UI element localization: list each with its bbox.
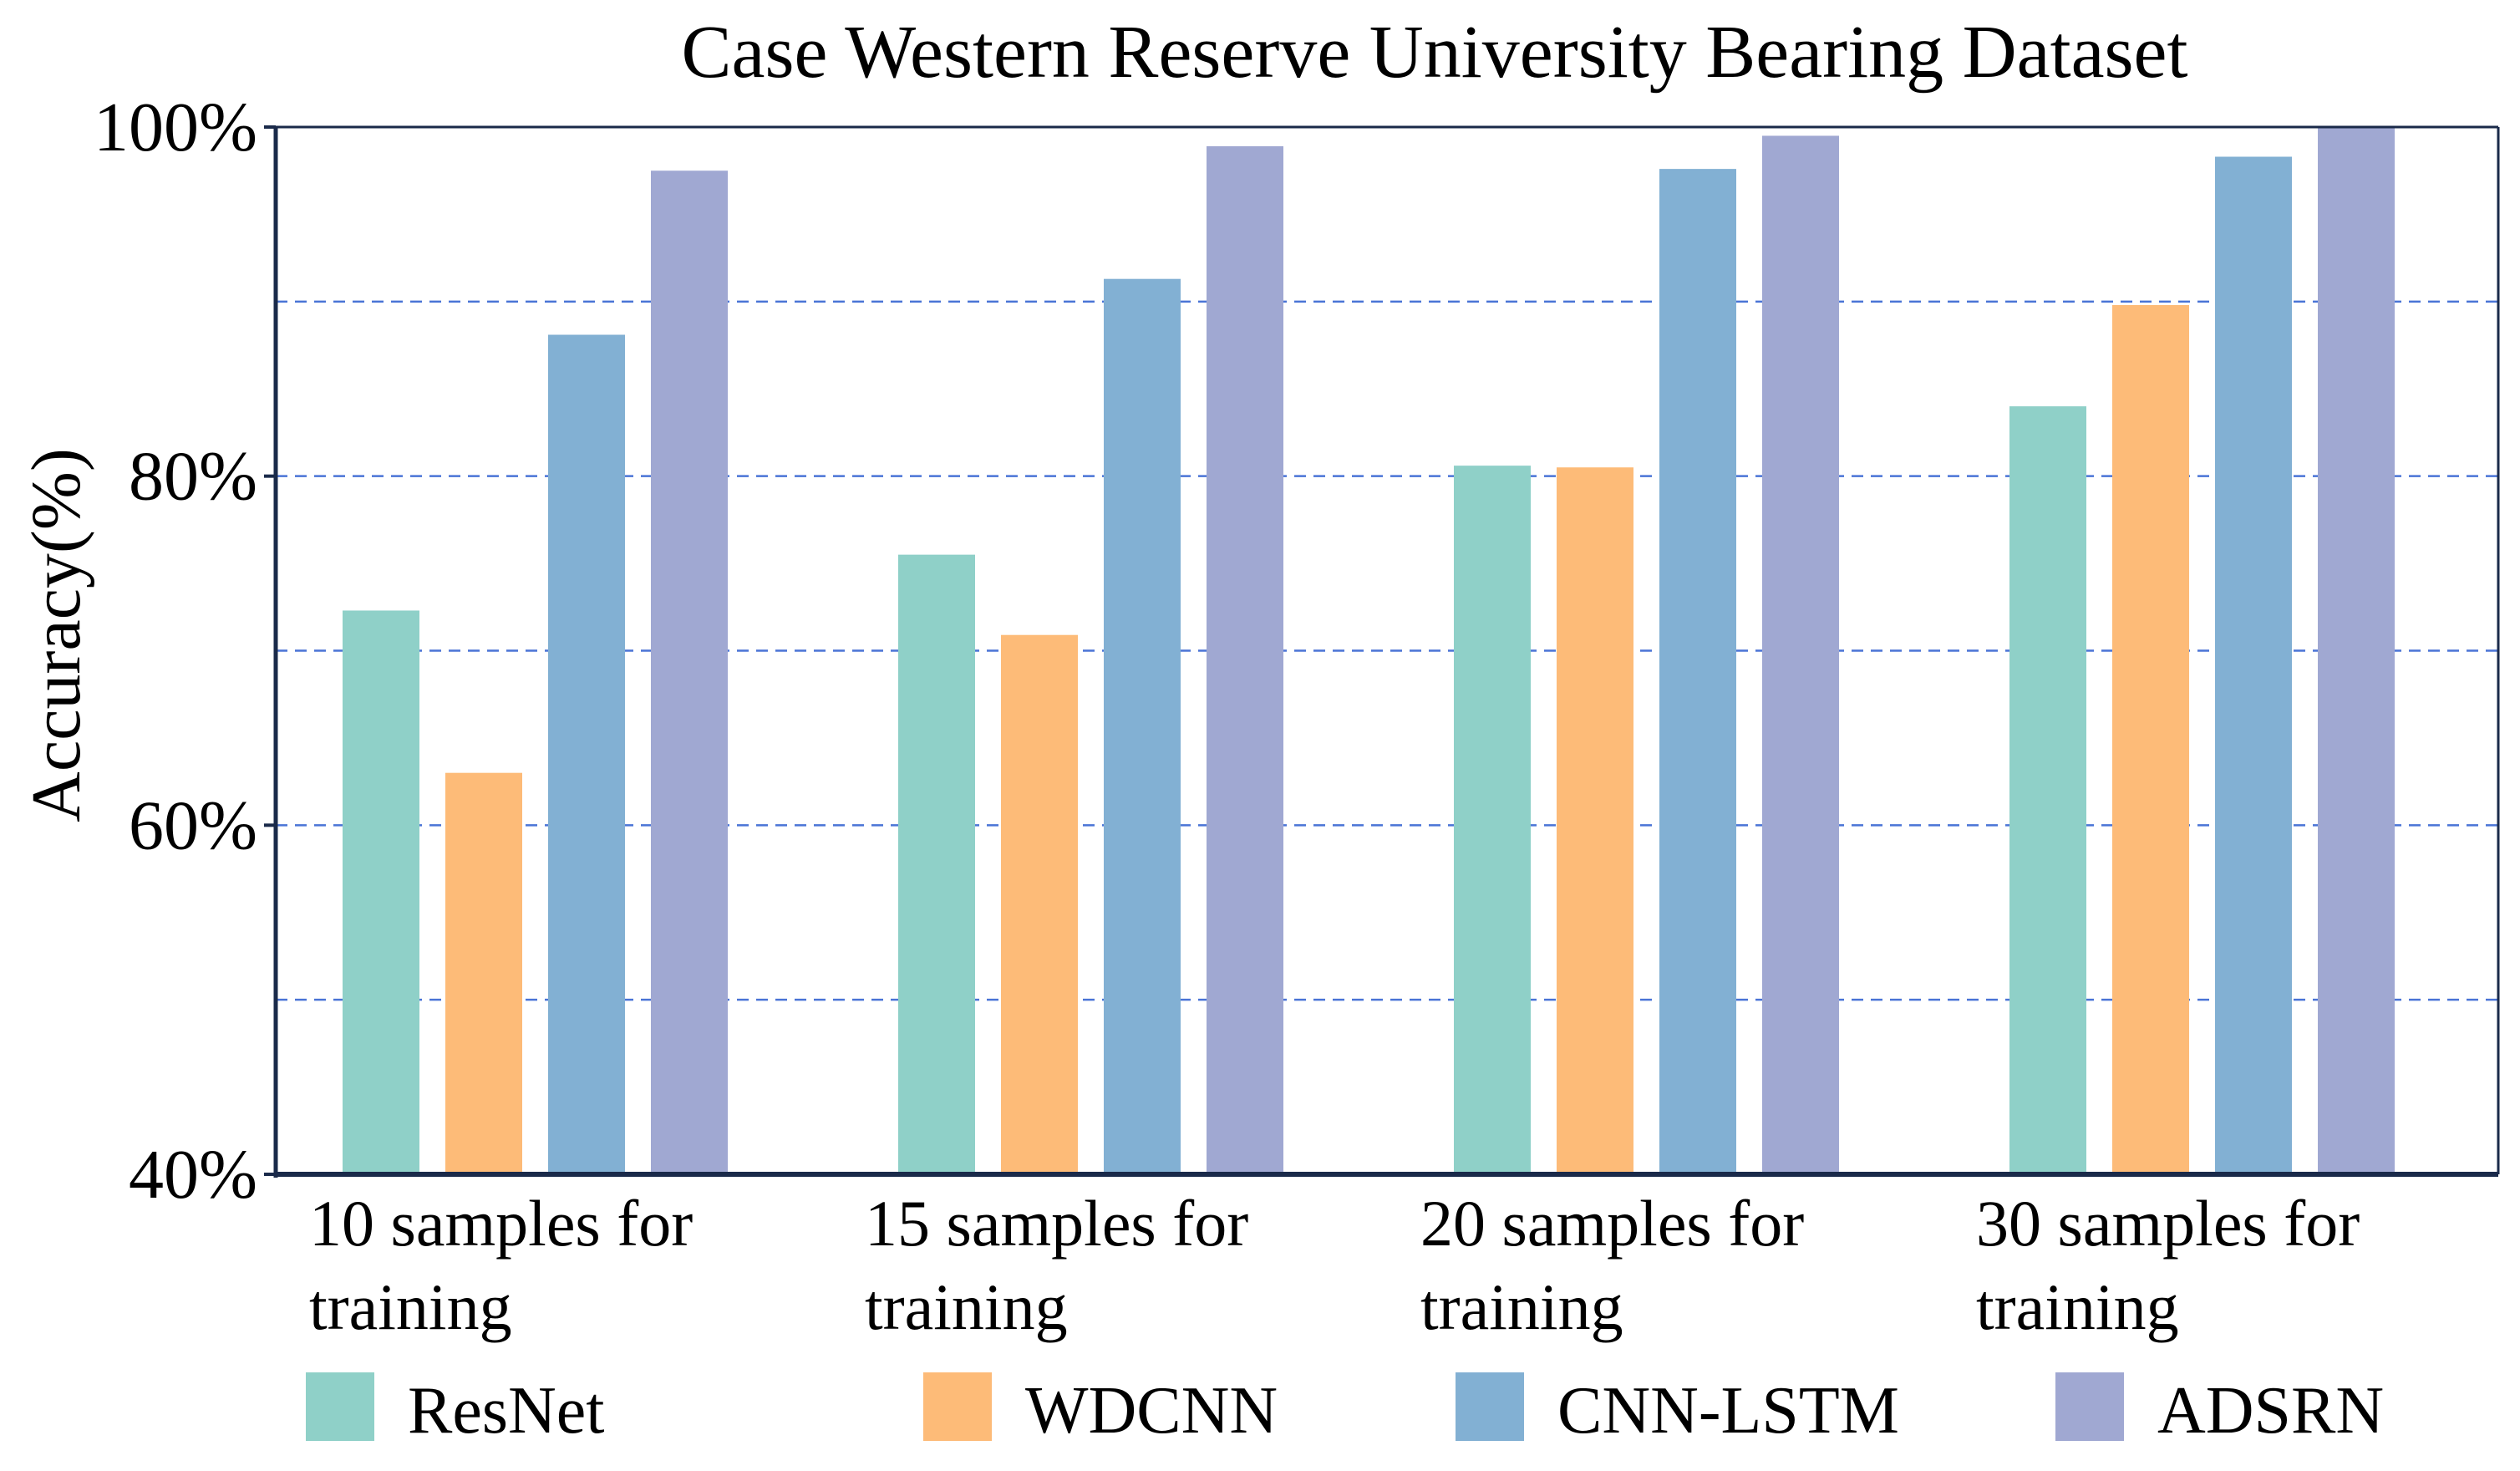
- category-label-line: training: [865, 1270, 1068, 1343]
- bar-cnn-lstm-group-3: [1659, 169, 1736, 1174]
- legend: ResNet WDCNN CNN-LSTM ADSRN: [306, 1372, 2384, 1448]
- bar-adsrn-group-1: [651, 171, 728, 1174]
- category-label-4: 30 samples for training: [1976, 1187, 2360, 1343]
- legend-swatch-resnet: [306, 1372, 374, 1441]
- chart-title: Case Western Reserve University Bearing …: [681, 11, 2187, 94]
- bar-resnet-group-4: [2009, 406, 2086, 1175]
- category-label-line: 10 samples for: [309, 1187, 693, 1260]
- legend-swatch-wdcnn: [923, 1372, 992, 1441]
- bar-cnn-lstm-group-2: [1104, 278, 1181, 1174]
- y-tick-label-100: 100%: [94, 89, 257, 166]
- y-tick-label-80: 80%: [129, 438, 257, 516]
- bar-wdcnn-group-3: [1557, 467, 1633, 1174]
- legend-label-adsrn: ADSRN: [2157, 1374, 2384, 1448]
- bar-adsrn-group-3: [1762, 135, 1839, 1175]
- category-label-line: 30 samples for: [1976, 1187, 2360, 1260]
- bar-wdcnn-group-4: [2112, 305, 2189, 1174]
- x-axis-categories: 10 samples for training 15 samples for trai…: [309, 1187, 2360, 1343]
- bars: [343, 127, 2395, 1175]
- legend-label-wdcnn: WDCNN: [1025, 1374, 1278, 1448]
- legend-swatch-adsrn: [2055, 1372, 2124, 1441]
- y-tick-label-60: 60%: [129, 786, 257, 864]
- category-label-line: training: [309, 1270, 512, 1343]
- category-label-line: training: [1420, 1270, 1623, 1343]
- bar-resnet-group-2: [898, 554, 975, 1174]
- bar-adsrn-group-2: [1207, 145, 1283, 1174]
- bar-resnet-group-3: [1454, 466, 1531, 1174]
- plot-frame: [273, 125, 2500, 1178]
- category-label-2: 15 samples for training: [865, 1187, 1248, 1343]
- bar-cnn-lstm-group-1: [548, 334, 625, 1174]
- bar-resnet-group-1: [343, 610, 419, 1174]
- y-axis-ticks: 40% 60% 80% 100%: [94, 89, 276, 1214]
- bar-cnn-lstm-group-4: [2215, 156, 2292, 1174]
- category-label-line: 15 samples for: [865, 1187, 1248, 1260]
- category-label-3: 20 samples for training: [1420, 1187, 1804, 1343]
- legend-swatch-cnn-lstm: [1456, 1372, 1524, 1441]
- legend-label-resnet: ResNet: [408, 1374, 605, 1448]
- bar-wdcnn-group-2: [1001, 634, 1078, 1174]
- y-axis-label: Accuracy(%): [18, 448, 95, 822]
- category-label-line: 20 samples for: [1420, 1187, 1804, 1260]
- category-label-1: 10 samples for training: [309, 1187, 693, 1343]
- y-tick-label-40: 40%: [129, 1136, 257, 1214]
- category-label-line: training: [1976, 1270, 2179, 1343]
- bar-wdcnn-group-1: [445, 772, 522, 1174]
- legend-label-cnn-lstm: CNN-LSTM: [1557, 1374, 1899, 1448]
- bar-adsrn-group-4: [2318, 127, 2395, 1174]
